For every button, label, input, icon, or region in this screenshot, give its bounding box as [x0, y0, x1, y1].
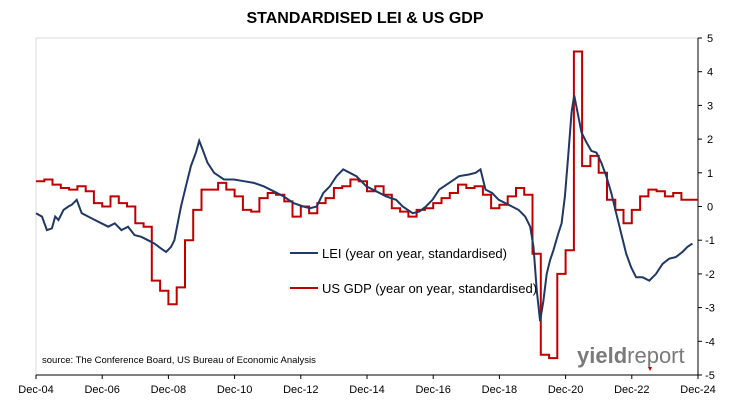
source-annotation: source: The Conference Board, US Bureau …: [42, 355, 316, 366]
yieldreport-logo: yieldreport: [577, 343, 685, 371]
y-tick-label: 1: [707, 168, 713, 180]
chart-title: STANDARDISED LEI & US GDP: [246, 10, 484, 27]
x-tick-label: Dec-06: [84, 384, 119, 396]
y-tick-label: -1: [705, 235, 715, 247]
logo-wordmark: yieldreport: [577, 343, 685, 368]
x-tick-label: Dec-16: [415, 384, 450, 396]
legend-label-lei: LEI (year on year, standardised): [322, 246, 507, 261]
y-tick-label: -4: [705, 336, 715, 348]
legend-label-gdp: US GDP (year on year, standardised): [322, 281, 537, 296]
y-tick-label: 5: [707, 33, 713, 45]
x-tick-label: Dec-22: [614, 384, 649, 396]
x-tick-label: Dec-10: [217, 384, 252, 396]
y-axis-ticks: 5 4 3 2 1 0 -1 -2 -3 -4 -5: [698, 33, 715, 382]
x-axis-ticks: Dec-04 Dec-06 Dec-08 Dec-10 Dec-12 Dec-14 Dec-…: [18, 375, 716, 396]
logo-accent-icon: [648, 367, 652, 371]
x-tick-label: Dec-14: [349, 384, 384, 396]
y-tick-label: 0: [707, 202, 713, 214]
y-tick-label: -2: [705, 269, 715, 281]
series-line-us-gdp: [36, 50, 698, 360]
logo-text-light: report: [627, 343, 684, 368]
x-tick-label: Dec-24: [680, 384, 715, 396]
y-tick-label: 3: [707, 100, 713, 112]
x-tick-label: Dec-18: [482, 384, 517, 396]
x-tick-label: Dec-04: [18, 384, 53, 396]
y-tick-label: -3: [705, 303, 715, 315]
series-line-lei: [35, 95, 693, 322]
y-tick-label: -5: [705, 370, 715, 382]
x-tick-label: Dec-20: [548, 384, 583, 396]
x-tick-label: Dec-08: [151, 384, 186, 396]
y-tick-label: 4: [707, 67, 713, 79]
y-tick-label: 2: [707, 134, 713, 146]
x-tick-label: Dec-12: [283, 384, 318, 396]
logo-text-dark: yield: [577, 343, 627, 368]
legend: LEI (year on year, standardised) US GDP …: [290, 246, 537, 296]
